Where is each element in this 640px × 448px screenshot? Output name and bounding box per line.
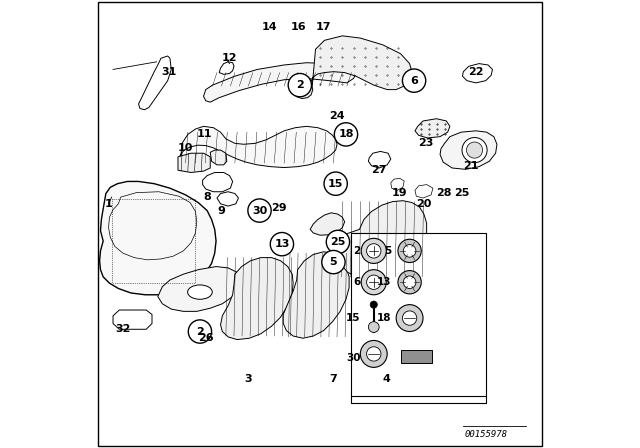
Circle shape: [467, 142, 483, 158]
Circle shape: [367, 347, 381, 361]
Text: 8: 8: [204, 192, 211, 202]
Text: 26: 26: [198, 333, 214, 343]
Polygon shape: [217, 192, 239, 206]
Text: 18: 18: [338, 129, 354, 139]
Polygon shape: [284, 252, 349, 338]
Text: 24: 24: [329, 112, 344, 121]
Polygon shape: [415, 119, 450, 138]
Text: 25: 25: [454, 188, 470, 198]
Text: 4: 4: [383, 374, 390, 383]
Text: 29: 29: [271, 203, 286, 213]
Circle shape: [188, 320, 212, 343]
Text: 23: 23: [419, 138, 434, 148]
Text: 00155978: 00155978: [464, 430, 508, 439]
Text: 30: 30: [346, 353, 360, 363]
Text: 30: 30: [252, 206, 267, 215]
Polygon shape: [310, 213, 344, 235]
Polygon shape: [100, 181, 216, 295]
Circle shape: [326, 230, 349, 254]
Polygon shape: [391, 178, 404, 190]
Text: 10: 10: [177, 143, 193, 153]
Polygon shape: [440, 131, 497, 169]
Text: 13: 13: [377, 277, 392, 287]
Polygon shape: [158, 267, 240, 311]
Circle shape: [403, 245, 416, 257]
Polygon shape: [203, 172, 232, 192]
Circle shape: [367, 244, 381, 258]
Text: 13: 13: [274, 239, 290, 249]
Circle shape: [370, 301, 378, 308]
Circle shape: [334, 123, 358, 146]
Polygon shape: [310, 36, 412, 90]
Text: 9: 9: [218, 206, 226, 215]
Circle shape: [369, 322, 379, 332]
Polygon shape: [138, 56, 172, 110]
Text: 2: 2: [196, 327, 204, 336]
Text: 14: 14: [262, 22, 277, 32]
Text: 1: 1: [105, 199, 113, 209]
Text: 6: 6: [353, 277, 360, 287]
Text: 2: 2: [353, 246, 360, 256]
Text: 28: 28: [436, 188, 452, 198]
Polygon shape: [210, 150, 227, 165]
Text: 2: 2: [296, 80, 304, 90]
Polygon shape: [337, 201, 427, 279]
Text: 5: 5: [330, 257, 337, 267]
Polygon shape: [292, 82, 313, 99]
Circle shape: [367, 275, 381, 289]
Polygon shape: [415, 185, 433, 198]
Circle shape: [322, 250, 345, 274]
Text: 21: 21: [463, 161, 479, 171]
Circle shape: [398, 271, 421, 294]
Polygon shape: [113, 310, 152, 329]
Polygon shape: [221, 258, 293, 340]
Circle shape: [360, 340, 387, 367]
Circle shape: [361, 238, 387, 263]
Circle shape: [403, 276, 416, 289]
Polygon shape: [369, 151, 391, 168]
Circle shape: [288, 73, 312, 97]
Circle shape: [403, 69, 426, 92]
Circle shape: [248, 199, 271, 222]
Text: 20: 20: [416, 199, 432, 209]
Circle shape: [462, 138, 487, 163]
Circle shape: [403, 311, 417, 325]
Text: 15: 15: [346, 313, 360, 323]
Circle shape: [398, 239, 421, 263]
Polygon shape: [204, 63, 356, 102]
Text: 5: 5: [385, 246, 392, 256]
Text: 6: 6: [410, 76, 418, 86]
Text: 27: 27: [371, 165, 387, 175]
Text: 19: 19: [392, 188, 407, 198]
Polygon shape: [463, 64, 493, 83]
Text: 7: 7: [329, 374, 337, 383]
Text: 17: 17: [316, 22, 331, 32]
Circle shape: [270, 233, 294, 256]
Text: 3: 3: [244, 374, 252, 383]
Text: 32: 32: [115, 324, 130, 334]
Ellipse shape: [188, 285, 212, 299]
Text: 15: 15: [328, 179, 344, 189]
Circle shape: [324, 172, 348, 195]
Circle shape: [361, 270, 387, 295]
Text: 12: 12: [221, 53, 237, 63]
Bar: [401, 350, 432, 363]
Text: 22: 22: [468, 67, 483, 77]
Circle shape: [396, 305, 423, 332]
Text: 18: 18: [377, 313, 392, 323]
Polygon shape: [178, 153, 210, 172]
Text: 16: 16: [291, 22, 307, 32]
Polygon shape: [179, 126, 337, 168]
Text: 31: 31: [161, 67, 177, 77]
Polygon shape: [219, 62, 234, 74]
Bar: [351, 233, 486, 403]
Text: 25: 25: [330, 237, 346, 247]
Text: 11: 11: [196, 129, 212, 139]
